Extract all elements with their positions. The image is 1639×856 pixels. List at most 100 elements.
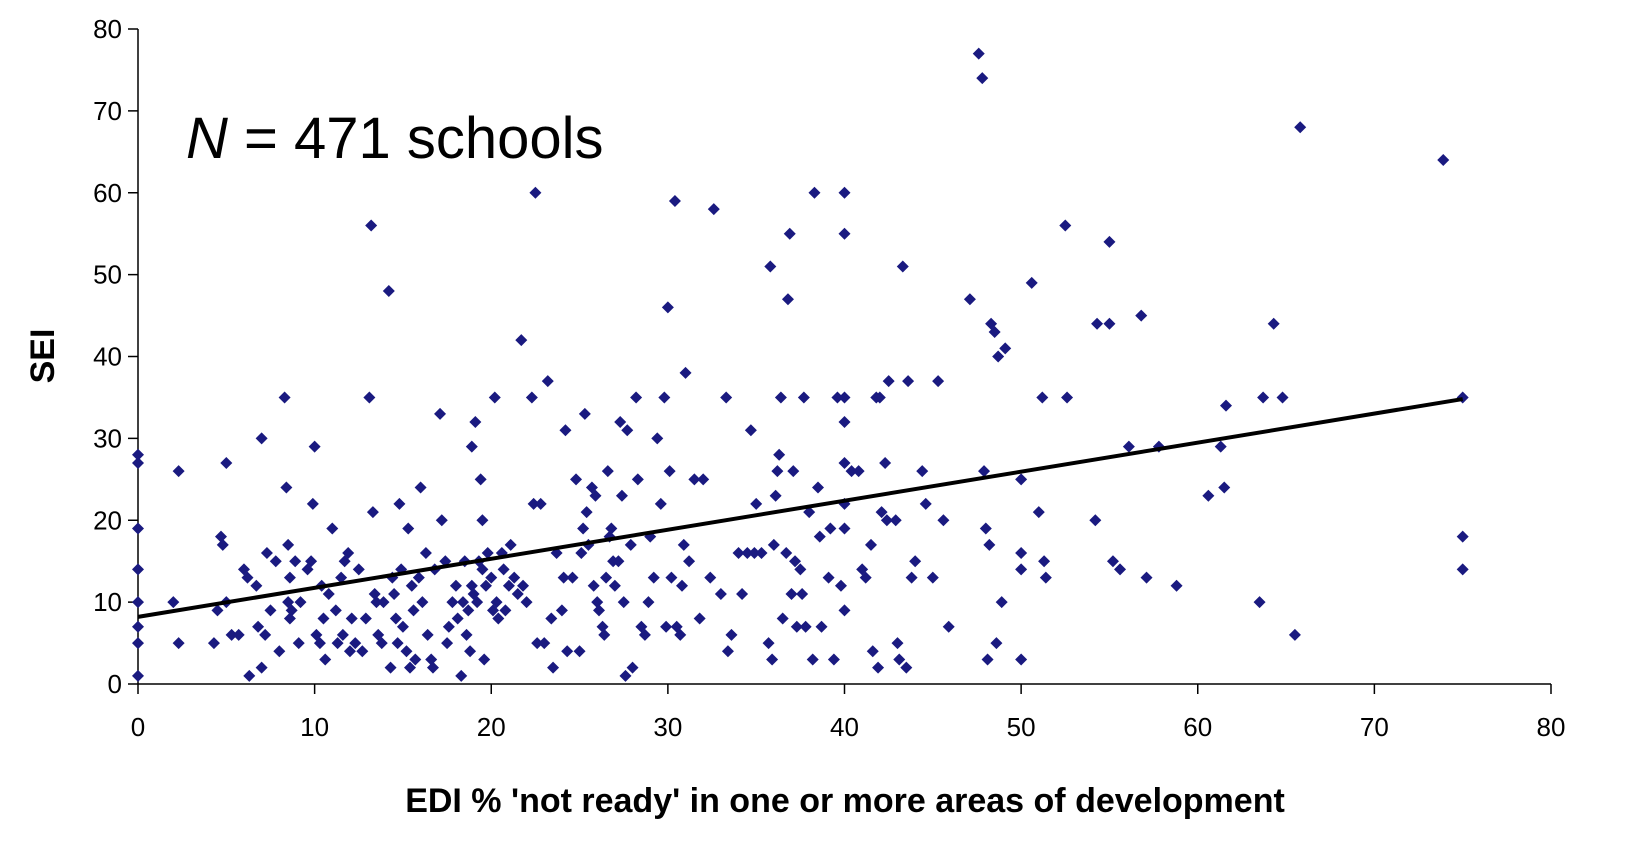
x-tick-label: 0 xyxy=(131,712,145,742)
annotation-italic-n: N xyxy=(186,106,228,171)
data-point xyxy=(815,620,828,633)
data-point xyxy=(402,522,415,535)
data-point xyxy=(774,391,787,404)
data-point xyxy=(1437,154,1450,166)
data-point xyxy=(979,522,992,535)
data-point xyxy=(326,522,339,535)
data-point xyxy=(211,604,224,617)
data-point xyxy=(465,440,478,453)
data-point xyxy=(132,563,144,576)
data-point xyxy=(517,579,530,592)
data-point xyxy=(1059,219,1072,232)
data-point xyxy=(838,456,851,469)
data-point xyxy=(972,47,985,60)
data-point xyxy=(748,547,761,559)
data-point xyxy=(589,489,602,502)
data-point xyxy=(596,620,609,633)
data-point xyxy=(771,465,784,478)
data-point xyxy=(451,612,464,625)
data-point xyxy=(707,203,720,216)
data-point xyxy=(624,538,637,551)
data-point xyxy=(349,637,362,650)
data-point xyxy=(474,473,487,486)
data-point xyxy=(776,612,789,625)
data-point xyxy=(259,628,272,641)
data-point xyxy=(465,579,478,592)
data-point xyxy=(366,506,379,519)
data-point xyxy=(808,186,821,199)
data-point xyxy=(490,596,503,609)
data-point xyxy=(838,416,851,428)
data-point xyxy=(343,645,356,658)
data-point xyxy=(838,227,851,240)
data-point xyxy=(838,391,851,404)
data-point xyxy=(704,571,717,584)
x-axis-title: EDI % 'not ready' in one or more areas o… xyxy=(405,782,1285,820)
data-point xyxy=(319,653,332,666)
data-point xyxy=(683,555,696,568)
data-point xyxy=(478,653,491,666)
data-point xyxy=(1061,391,1074,404)
data-point xyxy=(573,645,586,658)
data-point xyxy=(651,432,664,445)
data-point xyxy=(132,456,144,469)
data-point xyxy=(241,571,254,584)
data-point xyxy=(732,547,745,559)
data-point xyxy=(388,587,401,600)
data-point xyxy=(1091,317,1104,330)
data-point xyxy=(566,571,579,584)
data-point xyxy=(172,465,185,478)
data-point xyxy=(845,465,858,478)
data-point xyxy=(269,555,282,568)
data-point xyxy=(578,407,591,420)
data-point xyxy=(370,596,383,609)
annotation-text: = 471 schools xyxy=(228,106,604,171)
data-point xyxy=(762,637,775,650)
data-point xyxy=(872,661,885,674)
data-point xyxy=(909,555,922,568)
data-point xyxy=(617,596,630,609)
data-point xyxy=(393,497,406,510)
data-point xyxy=(580,506,593,519)
x-tick-label: 20 xyxy=(477,712,506,742)
data-point xyxy=(317,612,330,625)
data-point xyxy=(1015,473,1028,486)
data-point xyxy=(981,653,994,666)
data-point xyxy=(750,497,763,510)
data-point xyxy=(363,391,376,404)
data-point xyxy=(1039,571,1052,584)
y-tick-label: 20 xyxy=(93,505,122,535)
x-tick-label: 30 xyxy=(653,712,682,742)
data-point xyxy=(638,628,651,641)
data-point xyxy=(889,514,902,527)
data-point xyxy=(803,506,816,519)
data-point xyxy=(479,579,492,592)
data-point xyxy=(531,637,544,650)
data-point xyxy=(132,596,144,609)
data-point xyxy=(449,579,462,592)
data-point xyxy=(207,637,220,650)
data-point xyxy=(647,571,660,584)
data-point xyxy=(497,563,510,576)
data-point xyxy=(547,661,560,674)
data-point xyxy=(368,587,381,600)
data-point xyxy=(789,555,802,568)
data-point xyxy=(744,424,757,437)
data-point xyxy=(963,293,976,306)
data-point xyxy=(294,596,307,609)
data-point xyxy=(515,334,528,347)
data-point xyxy=(780,547,793,559)
data-point xyxy=(1170,579,1183,592)
data-point xyxy=(831,391,844,404)
data-point xyxy=(342,547,355,559)
data-point xyxy=(375,637,388,650)
data-point xyxy=(614,416,627,428)
data-point xyxy=(305,555,318,568)
data-point xyxy=(601,465,614,478)
data-point xyxy=(456,596,469,609)
data-point xyxy=(615,489,628,502)
data-point xyxy=(1036,391,1049,404)
data-point xyxy=(605,522,618,535)
data-point xyxy=(812,481,825,494)
data-point xyxy=(642,596,655,609)
